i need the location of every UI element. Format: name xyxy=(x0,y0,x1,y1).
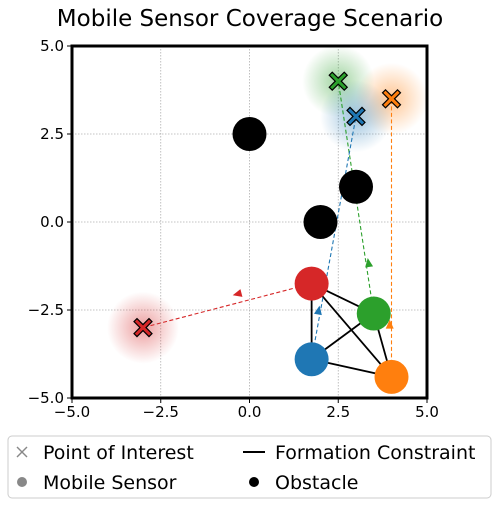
chart-title: Mobile Sensor Coverage Scenario xyxy=(57,6,443,32)
legend-obstacle-label: Obstacle xyxy=(275,472,358,494)
plot-marks xyxy=(107,46,427,394)
poi-marker xyxy=(328,71,349,92)
legend-poi-marker xyxy=(16,446,28,458)
assignment-arrowhead xyxy=(365,258,374,268)
legend-sensor-label: Mobile Sensor xyxy=(43,472,177,494)
sensor-marker xyxy=(294,266,329,301)
sensor-marker xyxy=(356,296,391,331)
poi-marker xyxy=(381,88,402,109)
y-tick-label: −5.0 xyxy=(28,389,64,407)
y-tick-label: 5.0 xyxy=(40,37,64,55)
sensor-marker xyxy=(374,359,409,394)
x-tick-label: 2.5 xyxy=(326,403,350,421)
x-tick-label: 0.0 xyxy=(238,403,262,421)
legend-sensor-marker xyxy=(17,477,27,487)
y-tick-label: 0.0 xyxy=(40,213,64,231)
x-tick-label: 5.0 xyxy=(415,403,439,421)
assignment-arrowhead xyxy=(232,289,243,297)
axis-ticks: −5.0 −2.5 0.0 2.5 5.0 −5.0 −2.5 0.0 2.5 5.0 xyxy=(28,37,439,421)
legend-obstacle-marker xyxy=(249,477,259,487)
legend-poi-label: Point of Interest xyxy=(43,442,194,464)
assignment-arrowhead xyxy=(313,305,322,316)
sensor-marker xyxy=(294,342,329,377)
poi-marker xyxy=(346,106,366,127)
legend-constraint-label: Formation Constraint xyxy=(275,442,475,464)
assignment-line xyxy=(142,283,312,329)
x-tick-label: −5.0 xyxy=(54,403,90,421)
assignment-arrowhead xyxy=(385,319,394,329)
legend-frame xyxy=(7,435,492,499)
assignment-line xyxy=(311,116,357,360)
obstacle-marker xyxy=(303,205,338,239)
obstacle-marker xyxy=(232,117,267,151)
x-tick-label: −2.5 xyxy=(143,403,179,421)
y-tick-label: 2.5 xyxy=(40,125,64,143)
legend: Point of Interest Formation Constraint M… xyxy=(7,435,492,499)
poi-marker xyxy=(133,317,153,338)
y-tick-label: −2.5 xyxy=(28,301,64,319)
obstacle-marker xyxy=(339,169,373,204)
